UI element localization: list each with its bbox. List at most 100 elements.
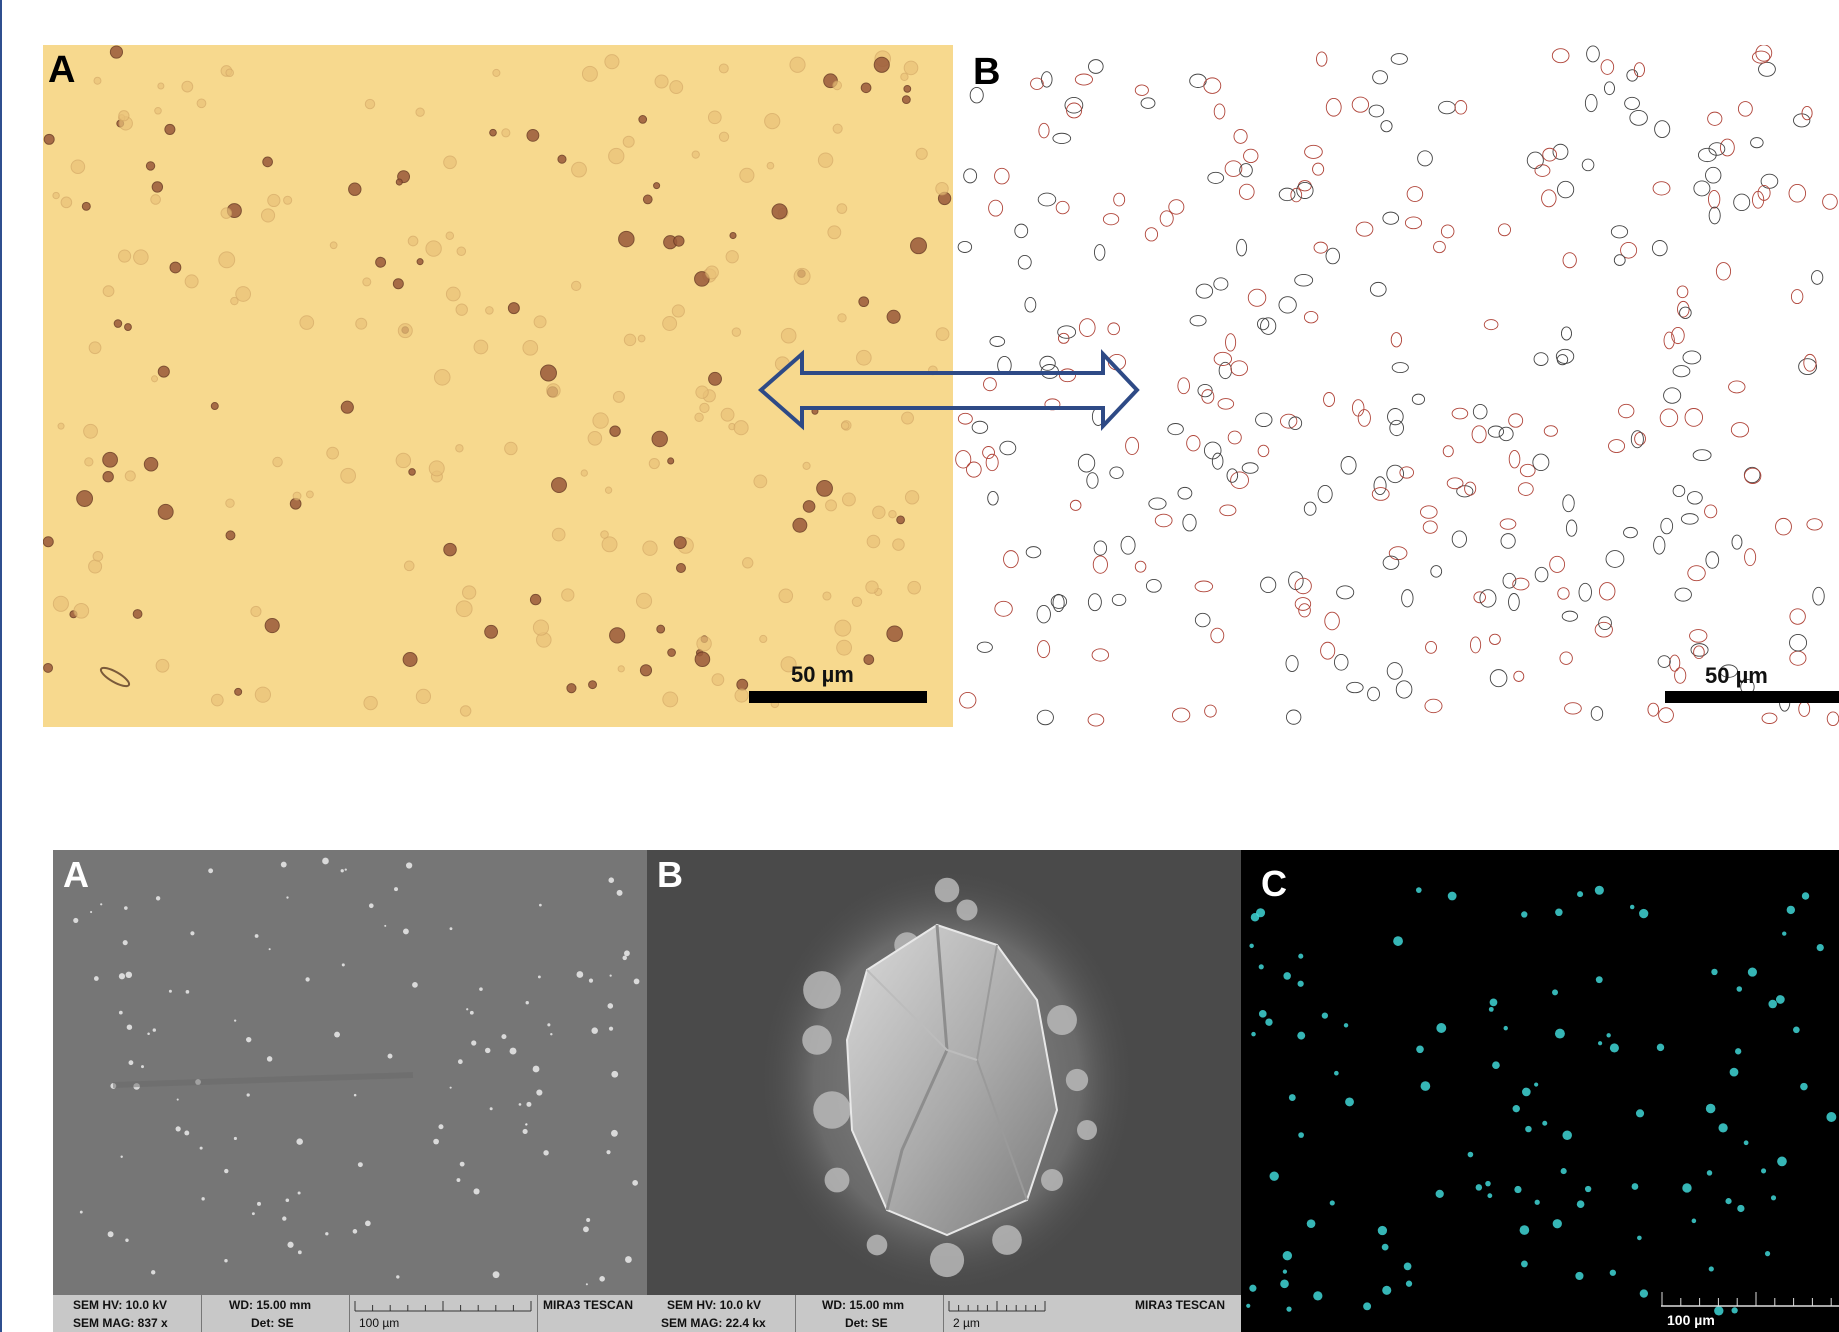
- particle: [254, 686, 272, 703]
- particle: [305, 490, 314, 499]
- sem-particle: [387, 1053, 393, 1059]
- particle-outline: [1789, 650, 1807, 666]
- particle: [648, 457, 660, 470]
- particle-outline: [1257, 444, 1270, 458]
- particle-outline: [1395, 680, 1413, 699]
- particle: [169, 261, 182, 274]
- particle-outline: [1388, 546, 1408, 561]
- sem-particle: [526, 1101, 532, 1107]
- particle-outline: [1125, 436, 1140, 455]
- particle-outline: [1472, 403, 1488, 420]
- particle-outline: [1715, 262, 1732, 281]
- particle-outline: [1660, 517, 1674, 535]
- sem-particle: [608, 877, 615, 883]
- particle-outline: [1069, 499, 1082, 511]
- segmented-particle: [1635, 1109, 1645, 1118]
- panel-letter-a: A: [63, 854, 89, 895]
- particle-outline: [1534, 566, 1549, 583]
- particle-outline: [1037, 192, 1057, 207]
- sem-particle: [353, 1093, 357, 1097]
- particle-outline: [1672, 365, 1691, 378]
- particle-outline: [1693, 645, 1705, 660]
- sem-particle: [456, 1178, 461, 1182]
- optical-micrograph-panel: A 50 µm: [43, 45, 953, 727]
- particle: [154, 106, 162, 115]
- particle-outline: [1719, 138, 1735, 157]
- segmented-particle: [1747, 967, 1757, 977]
- particle-outline: [1559, 651, 1573, 665]
- particle-outline: [1380, 120, 1393, 133]
- segmented-particle: [1265, 1018, 1273, 1026]
- particle: [900, 72, 909, 82]
- segmented-particle: [1522, 1087, 1531, 1097]
- particle-outline: [1092, 555, 1108, 574]
- particle-outline: [1620, 241, 1638, 259]
- particle-outline: [1278, 187, 1296, 202]
- particle: [443, 542, 457, 557]
- particle-outline: [1057, 325, 1077, 339]
- particle-outline: [1171, 707, 1191, 723]
- particle-outline: [1618, 403, 1635, 419]
- sem-particle: [344, 868, 347, 871]
- particle: [653, 182, 661, 190]
- sem-streak: [112, 1072, 414, 1088]
- sem-particle: [224, 1168, 229, 1174]
- particle: [638, 115, 648, 124]
- segmented-particle: [1801, 892, 1810, 900]
- segmented-particle: [1575, 1271, 1584, 1281]
- particle-outline: [1758, 61, 1776, 77]
- sem-particle: [384, 924, 387, 927]
- particle: [892, 538, 905, 551]
- particle: [157, 503, 174, 520]
- sem-particle: [607, 1003, 614, 1009]
- particle-outline: [1679, 306, 1692, 319]
- sem-particle: [93, 976, 99, 981]
- particle-outline: [1489, 633, 1501, 645]
- particle-outline: [1680, 513, 1699, 525]
- segmented-particle: [1816, 943, 1824, 952]
- particle: [250, 605, 262, 618]
- segmented-particle: [1246, 1303, 1251, 1308]
- segmented-particle: [1554, 1028, 1565, 1039]
- particle-outline: [1320, 641, 1336, 660]
- particle: [234, 687, 243, 696]
- sem-particle: [536, 1089, 543, 1096]
- particle: [609, 627, 626, 644]
- particle: [771, 203, 788, 220]
- sem-particle: [489, 1107, 493, 1111]
- segmented-particle: [1521, 1260, 1528, 1268]
- particle-outline: [1704, 504, 1718, 519]
- sem-particle: [79, 1210, 83, 1214]
- particle: [88, 341, 102, 355]
- particle: [84, 457, 94, 467]
- particle: [901, 95, 911, 105]
- particle-outline: [1686, 491, 1703, 505]
- segmented-particle: [1382, 1285, 1392, 1295]
- particle: [407, 235, 419, 247]
- crystal-fragment: [1047, 1005, 1077, 1035]
- particle: [395, 178, 403, 186]
- sem-crystal: [757, 865, 1137, 1295]
- particle: [780, 656, 797, 673]
- sem-particle: [525, 1123, 528, 1126]
- sem-particle: [175, 1126, 181, 1132]
- particle-outline: [1233, 128, 1248, 144]
- segmented-particle: [1282, 1251, 1293, 1261]
- segmented-particle: [1682, 1183, 1692, 1193]
- scale-bar: [749, 691, 927, 703]
- particle: [150, 194, 161, 205]
- particle: [587, 431, 603, 446]
- particle: [836, 203, 848, 214]
- particle: [935, 327, 950, 342]
- particle-outline: [1194, 612, 1211, 628]
- particle: [507, 302, 520, 315]
- particle: [792, 517, 808, 533]
- particle-outline: [1801, 106, 1813, 121]
- particle: [903, 60, 919, 76]
- particle-outline: [1371, 487, 1390, 501]
- sem-particles: [73, 857, 640, 1286]
- sem-particle: [118, 973, 126, 980]
- particle: [860, 82, 872, 94]
- particle-outline: [1534, 164, 1551, 177]
